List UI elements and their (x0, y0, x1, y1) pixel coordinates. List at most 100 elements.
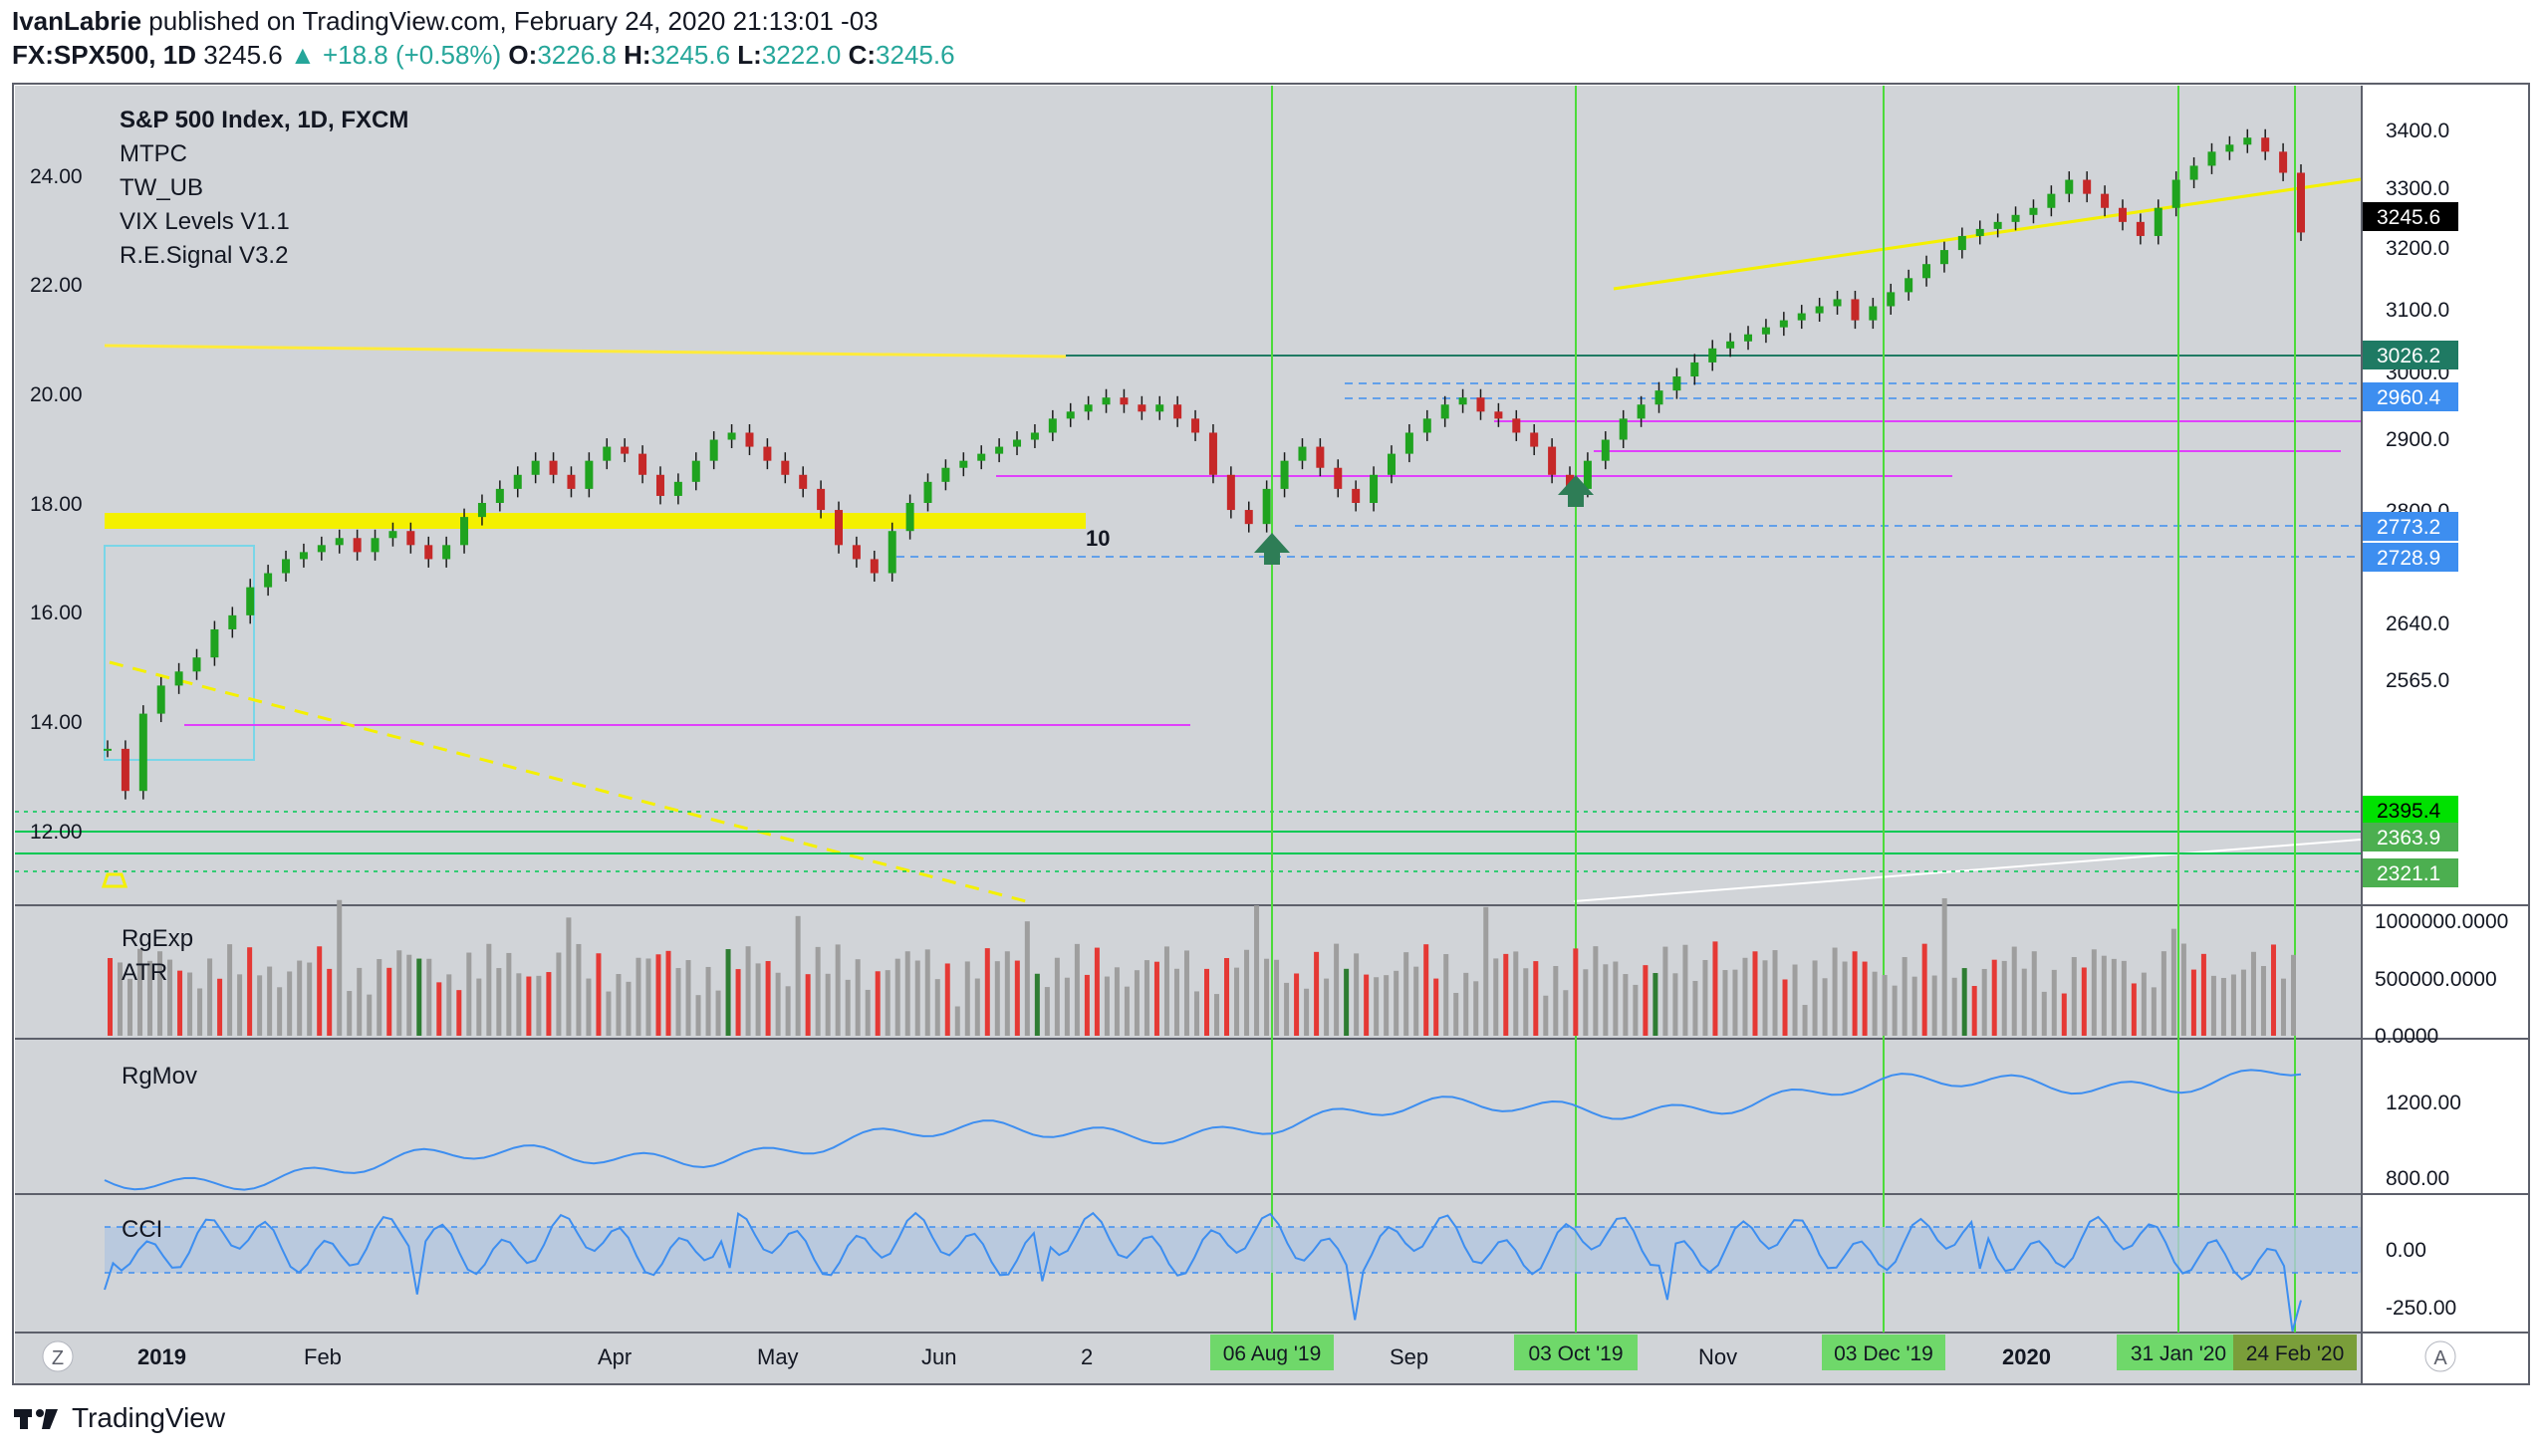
volume-bar (904, 951, 910, 1036)
candle-body (1458, 397, 1467, 405)
volume-bar (665, 950, 671, 1036)
candle-body (460, 517, 469, 546)
date-marker-label: 03 Dec '19 (1834, 1342, 1933, 1365)
volume-bar (1882, 975, 1888, 1036)
volume-bar (127, 978, 133, 1036)
volume-bar (815, 946, 821, 1036)
volume-bar (506, 952, 512, 1036)
volume-bar (715, 990, 721, 1036)
candle-body (1905, 278, 1913, 293)
legend-item[interactable]: MTPC (120, 140, 187, 167)
legend-item[interactable]: R.E.Signal V3.2 (120, 242, 288, 269)
up-arrow-icon: ▲ (289, 40, 316, 70)
volume-bar (157, 951, 163, 1036)
volume-bar (1941, 897, 1947, 1036)
dashed-trendline (109, 660, 1027, 903)
volume-bar (297, 960, 303, 1036)
candle-body (1102, 397, 1111, 405)
candle-body (2118, 207, 2127, 222)
candle-body (781, 460, 790, 475)
volume-bar (2051, 969, 2057, 1036)
volume-bar (1304, 988, 1310, 1036)
volume-bar (1892, 985, 1898, 1036)
volume-bar (576, 943, 582, 1036)
volume-bar (247, 947, 253, 1036)
candle-body (673, 481, 682, 496)
candle-body (1244, 510, 1253, 525)
volume-bar (267, 966, 273, 1036)
candle-body (513, 474, 522, 489)
volume-bar (317, 946, 323, 1036)
volume-bar (1483, 906, 1489, 1036)
candle-body (1138, 404, 1146, 412)
candle-body (1797, 313, 1806, 321)
volume-bar (1384, 975, 1390, 1036)
atr-label[interactable]: ATR (122, 959, 167, 986)
volume-bar (795, 915, 801, 1036)
candle-body (1155, 404, 1164, 412)
candle-body (138, 713, 147, 792)
volume-bar (147, 960, 153, 1036)
left-tick-label: 14.00 (30, 711, 83, 734)
date-marker-box (2233, 1335, 2357, 1370)
candle-body (1013, 439, 1022, 447)
candle-body (2101, 193, 2110, 208)
time-tick-label: 2019 (137, 1344, 186, 1369)
auto-scale-button[interactable]: A (2424, 1340, 2456, 1372)
volume-bar (1074, 943, 1080, 1036)
volume-bar (476, 978, 482, 1036)
volume-bar (2081, 967, 2087, 1036)
volume-bar (1981, 968, 1987, 1036)
price-tick-label: 3100.0 (2386, 299, 2449, 322)
close-label: C: (848, 40, 877, 70)
volume-bar (1613, 961, 1619, 1036)
candle-body (870, 559, 879, 574)
volume-bar (1971, 986, 1977, 1036)
volume-bar (1623, 974, 1629, 1036)
publisher-name[interactable]: IvanLabrie (12, 6, 142, 36)
volume-tick-label: 500000.0000 (2375, 968, 2497, 991)
candle-body (655, 474, 664, 496)
left-tick-label: 24.00 (30, 165, 83, 188)
volume-bar (675, 968, 681, 1036)
candle-body (1690, 362, 1699, 377)
volume-bar (2240, 969, 2246, 1036)
zoom-button-left[interactable]: Z (42, 1340, 74, 1372)
candle-body (264, 573, 273, 588)
volume-tick-label: 0.0000 (2375, 1025, 2438, 1048)
volume-bar (2121, 960, 2127, 1036)
change-label: +18.8 (+0.58%) (322, 40, 502, 70)
volume-bar (994, 961, 1000, 1036)
legend-item[interactable]: VIX Levels V1.1 (120, 208, 290, 235)
volume-bar (426, 958, 432, 1036)
tradingview-logo-icon (12, 1403, 64, 1433)
legend-title: S&P 500 Index, 1D, FXCM (120, 107, 408, 133)
candle-body (2029, 207, 2038, 215)
candle-body (1583, 460, 1592, 489)
volume-bar (1104, 976, 1110, 1036)
volume-bar (616, 974, 622, 1036)
volume-bar (2101, 955, 2107, 1036)
price-badge-label: 2960.4 (2377, 386, 2441, 409)
volume-bar (1493, 958, 1499, 1036)
cci-label[interactable]: CCI (122, 1216, 162, 1243)
rgexp-label[interactable]: RgExp (122, 925, 193, 952)
volume-bar (1643, 965, 1649, 1036)
volume-tick-label: 1000000.0000 (2375, 910, 2508, 933)
footer-brand[interactable]: TradingView (12, 1402, 225, 1434)
candle-body (2225, 144, 2234, 152)
volume-bar (1324, 978, 1330, 1036)
volume-bar (1553, 966, 1559, 1036)
candle-body (1708, 348, 1717, 363)
legend-item[interactable]: TW_UB (120, 174, 203, 201)
candle-body (1370, 474, 1379, 503)
rgmov-label[interactable]: RgMov (122, 1063, 197, 1090)
volume-bar (1014, 960, 1020, 1036)
candle-body (317, 545, 326, 553)
candle-body (1815, 306, 1824, 314)
candle-body (1387, 453, 1396, 475)
date-marker-box (1822, 1335, 1945, 1370)
long-trendline (1573, 839, 2362, 902)
candle-body (1548, 446, 1557, 475)
